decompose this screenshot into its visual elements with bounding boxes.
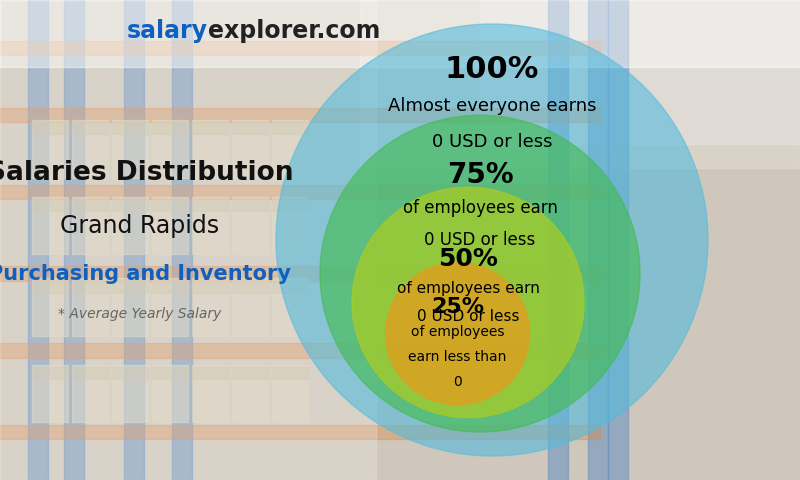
Bar xyxy=(72,120,108,178)
Bar xyxy=(272,365,308,422)
Ellipse shape xyxy=(320,115,640,432)
Bar xyxy=(112,367,148,379)
Bar xyxy=(272,278,308,336)
Bar xyxy=(232,120,268,178)
Bar xyxy=(28,0,48,480)
Text: Grand Rapids: Grand Rapids xyxy=(61,214,219,238)
Bar xyxy=(0,425,600,439)
Bar xyxy=(0,0,376,480)
Bar xyxy=(32,120,68,178)
Bar xyxy=(152,122,188,134)
Bar xyxy=(112,278,148,336)
Bar xyxy=(232,365,268,422)
Bar xyxy=(192,281,228,293)
Bar xyxy=(272,281,308,293)
Text: 100%: 100% xyxy=(445,55,539,84)
Bar xyxy=(172,0,192,480)
Bar xyxy=(480,0,800,144)
Bar xyxy=(152,120,188,178)
Bar xyxy=(272,122,308,134)
Bar xyxy=(72,367,108,379)
Text: 50%: 50% xyxy=(438,247,498,271)
Bar xyxy=(32,365,68,422)
Bar xyxy=(272,199,308,211)
Text: earn less than: earn less than xyxy=(409,350,506,364)
Bar xyxy=(0,41,600,55)
Text: of employees earn: of employees earn xyxy=(402,199,558,217)
Text: 0 USD or less: 0 USD or less xyxy=(432,132,552,151)
Text: Almost everyone earns: Almost everyone earns xyxy=(388,96,596,115)
Bar xyxy=(608,0,628,480)
Bar xyxy=(152,365,188,422)
Bar xyxy=(192,122,228,134)
Bar xyxy=(588,0,608,480)
Bar xyxy=(0,0,800,67)
Ellipse shape xyxy=(352,187,584,418)
Text: 0 USD or less: 0 USD or less xyxy=(417,309,519,324)
Text: Salaries Distribution: Salaries Distribution xyxy=(0,160,294,186)
Bar xyxy=(232,197,268,254)
Bar xyxy=(112,197,148,254)
Bar xyxy=(112,365,148,422)
Text: 0 USD or less: 0 USD or less xyxy=(424,231,536,250)
Text: 75%: 75% xyxy=(446,161,514,189)
Text: of employees earn: of employees earn xyxy=(397,280,539,296)
Text: salary: salary xyxy=(127,19,208,43)
Bar xyxy=(72,278,108,336)
Bar xyxy=(192,278,228,336)
Bar xyxy=(32,278,68,336)
Bar xyxy=(152,197,188,254)
Bar xyxy=(32,197,68,254)
Bar xyxy=(0,266,600,281)
Bar xyxy=(152,278,188,336)
Bar xyxy=(0,343,600,358)
Text: 25%: 25% xyxy=(431,297,484,317)
Bar xyxy=(0,108,600,122)
Ellipse shape xyxy=(276,24,708,456)
Bar xyxy=(0,185,600,199)
Bar xyxy=(192,365,228,422)
Bar xyxy=(72,122,108,134)
Text: 0: 0 xyxy=(454,375,462,389)
Bar xyxy=(152,199,188,211)
Ellipse shape xyxy=(386,263,530,405)
Bar xyxy=(72,281,108,293)
Bar xyxy=(32,281,68,293)
Bar xyxy=(272,120,308,178)
Bar xyxy=(360,0,800,168)
Bar xyxy=(232,199,268,211)
Bar xyxy=(152,367,188,379)
Bar xyxy=(32,199,68,211)
Bar xyxy=(232,278,268,336)
Bar xyxy=(112,199,148,211)
Bar xyxy=(272,367,308,379)
Bar xyxy=(152,281,188,293)
Bar xyxy=(232,367,268,379)
Bar xyxy=(72,197,108,254)
Bar xyxy=(124,0,144,480)
Bar xyxy=(232,122,268,134)
Bar xyxy=(32,367,68,379)
Bar xyxy=(192,197,228,254)
Bar xyxy=(192,367,228,379)
Bar xyxy=(32,122,68,134)
Bar xyxy=(112,281,148,293)
Text: explorer.com: explorer.com xyxy=(208,19,380,43)
Text: * Average Yearly Salary: * Average Yearly Salary xyxy=(58,307,222,322)
Bar xyxy=(232,281,268,293)
Bar xyxy=(64,0,84,480)
Bar xyxy=(192,120,228,178)
Bar xyxy=(192,199,228,211)
Bar xyxy=(272,197,308,254)
Text: of employees: of employees xyxy=(411,325,504,339)
Bar xyxy=(72,365,108,422)
Bar xyxy=(548,0,568,480)
Bar xyxy=(112,120,148,178)
Text: Purchasing and Inventory: Purchasing and Inventory xyxy=(0,264,291,284)
Bar xyxy=(112,122,148,134)
Bar xyxy=(72,199,108,211)
